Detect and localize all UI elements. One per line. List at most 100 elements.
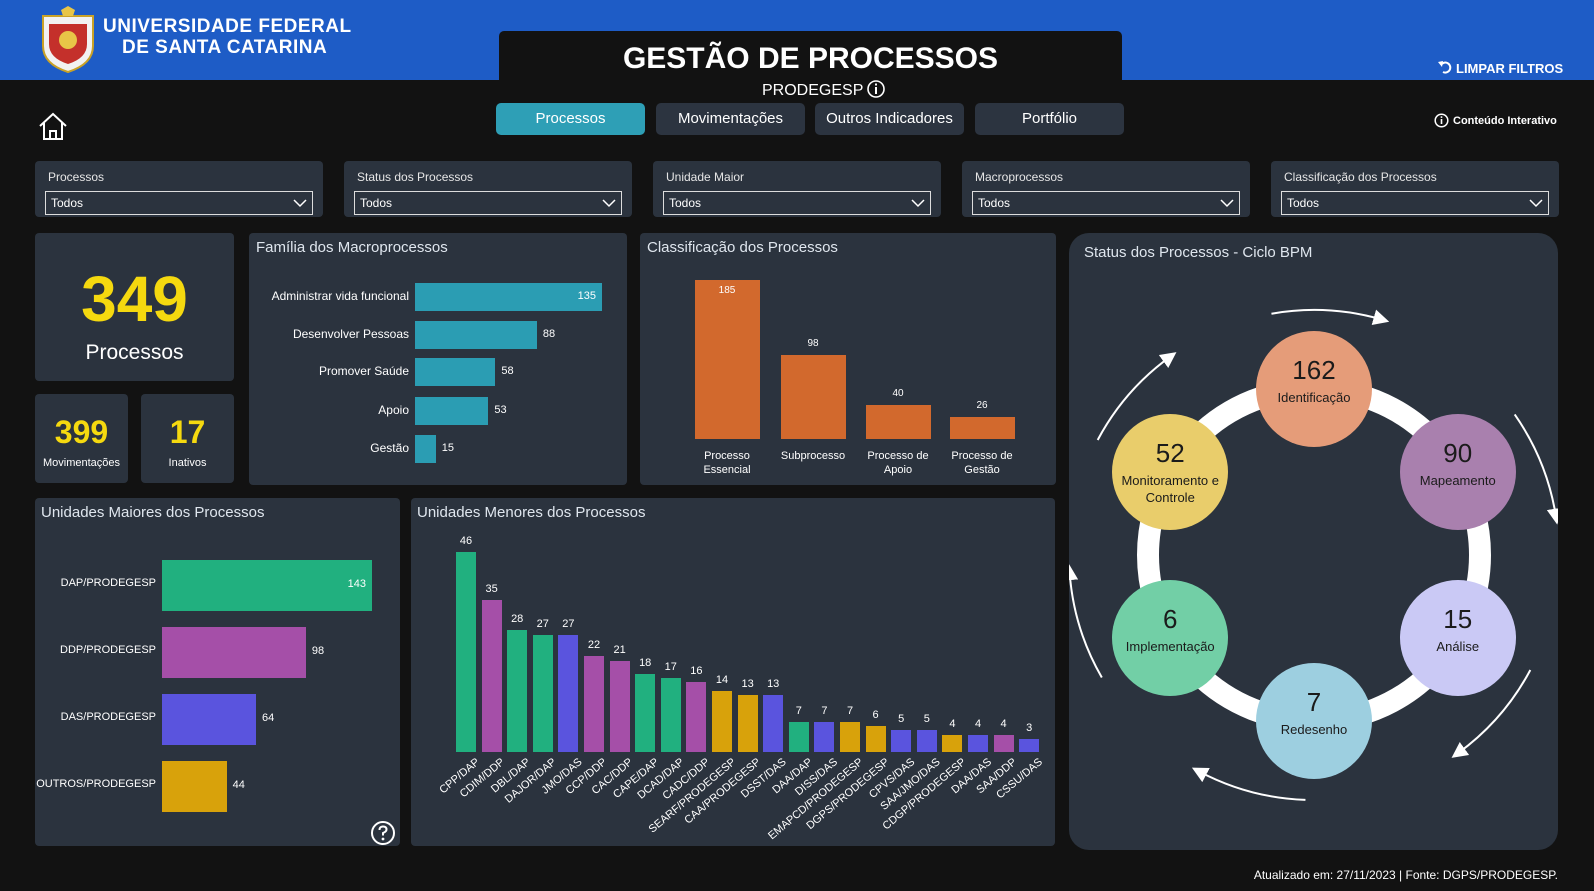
filter-dropdown[interactable]: Todos — [45, 191, 313, 215]
logo — [42, 6, 94, 74]
bpm-node[interactable]: 7 Redesenho — [1256, 663, 1372, 779]
bar[interactable] — [949, 416, 1015, 439]
bar[interactable] — [162, 693, 256, 745]
bar[interactable] — [737, 695, 758, 752]
kpi-value: 399 — [54, 414, 109, 450]
bar[interactable] — [865, 404, 931, 439]
bar[interactable] — [162, 559, 372, 611]
bar[interactable] — [712, 691, 732, 752]
x-tick-label: Subprocesso — [780, 450, 846, 462]
data-label: 44 — [232, 779, 245, 791]
bpm-value: 7 — [1306, 687, 1322, 717]
cycle-arrow — [1096, 352, 1177, 441]
filter-dropdown[interactable]: Todos — [663, 191, 931, 215]
bpm-node[interactable]: 90 Mapeamento — [1399, 414, 1516, 530]
bar[interactable] — [415, 397, 489, 425]
bar[interactable] — [780, 354, 846, 439]
bar[interactable] — [507, 630, 528, 752]
bar[interactable] — [481, 599, 502, 752]
dropdown-chevron — [293, 199, 307, 208]
cycle-arrow — [1191, 767, 1306, 801]
data-label: 35 — [485, 582, 498, 595]
data-label: 13 — [741, 678, 754, 691]
bar[interactable] — [162, 760, 227, 812]
bar[interactable] — [1019, 738, 1040, 752]
dropdown-chevron — [1529, 199, 1543, 208]
info-icon[interactable] — [1434, 113, 1449, 128]
filter-label: Status dos Processos — [357, 170, 474, 184]
data-label: 27 — [562, 617, 575, 630]
bar[interactable] — [609, 660, 630, 752]
filter-label: Processos — [48, 170, 105, 184]
chart-title: Família dos Macroprocessos — [256, 239, 448, 256]
data-label: 7 — [795, 704, 802, 717]
bar[interactable] — [456, 552, 476, 752]
nav-tab[interactable]: Processos — [496, 103, 645, 135]
nav-tab[interactable]: Movimentações — [656, 103, 805, 135]
home-icon[interactable] — [37, 111, 69, 143]
bar[interactable] — [584, 656, 604, 752]
bpm-node[interactable]: 6 Implementação — [1112, 580, 1229, 696]
bpm-value: 15 — [1443, 604, 1473, 634]
help-icon[interactable] — [370, 820, 396, 846]
bar[interactable] — [415, 358, 496, 386]
filter-value: Todos — [360, 196, 393, 210]
bar[interactable] — [694, 280, 760, 439]
nav-tab[interactable]: Outros Indicadores — [815, 103, 964, 135]
bpm-node[interactable]: 162 Identificação — [1256, 331, 1372, 447]
footer: Atualizado em: 27/11/2023 | Fonte: DGPS/… — [1253, 868, 1558, 882]
title-box — [499, 31, 1122, 117]
data-label: 53 — [494, 404, 507, 416]
bpm-value: 90 — [1443, 438, 1473, 468]
bpm-node[interactable]: 15 Análise — [1399, 580, 1516, 696]
info-icon[interactable] — [866, 79, 886, 99]
filter-label: Unidade Maior — [666, 170, 745, 184]
filter-value: Todos — [1287, 196, 1320, 210]
y-tick-label: DAP/PRODEGESP — [60, 577, 156, 589]
bpm-value: 162 — [1292, 355, 1336, 385]
bar[interactable] — [814, 721, 835, 752]
data-label: 98 — [807, 337, 819, 349]
filter-dropdown[interactable]: Todos — [972, 191, 1240, 215]
bar[interactable] — [686, 682, 707, 752]
data-label: 15 — [441, 442, 455, 454]
clear-filters[interactable]: LIMPAR FILTROS — [1456, 61, 1564, 76]
bar[interactable] — [840, 721, 860, 752]
data-label: 21 — [613, 643, 626, 656]
nav-tab[interactable]: Portfólio — [975, 103, 1124, 135]
bar[interactable] — [916, 730, 937, 752]
cycle-arrow — [1513, 413, 1558, 525]
data-label: 40 — [892, 387, 904, 399]
bpm-label: Monitoramento e Controle — [1121, 473, 1220, 505]
bar[interactable] — [763, 695, 784, 752]
data-label: 185 — [718, 285, 736, 296]
bar[interactable] — [415, 283, 602, 311]
bar[interactable] — [865, 725, 886, 752]
bar[interactable] — [558, 634, 579, 752]
bar[interactable] — [891, 730, 912, 752]
bar[interactable] — [993, 734, 1014, 752]
chart-title: Unidades Maiores dos Processos — [41, 504, 265, 521]
x-tick-label: Processo Essencial — [703, 450, 751, 476]
filter-dropdown[interactable]: Todos — [354, 191, 622, 215]
bar[interactable] — [162, 626, 306, 678]
data-label: 88 — [542, 328, 556, 340]
bar[interactable] — [660, 678, 681, 752]
interactive-note: Conteúdo Interativo — [1453, 115, 1557, 127]
bar[interactable] — [532, 634, 553, 752]
y-tick-label: Gestão — [370, 441, 409, 455]
bpm-node[interactable]: 52 Monitoramento e Controle — [1112, 414, 1229, 530]
filter-dropdown[interactable]: Todos — [1281, 191, 1549, 215]
data-label: 13 — [767, 678, 780, 691]
bar[interactable] — [415, 321, 537, 349]
bar[interactable] — [415, 435, 436, 463]
bar[interactable] — [942, 734, 963, 752]
data-label: 46 — [459, 535, 473, 547]
bar[interactable] — [635, 673, 656, 752]
university-line: UNIVERSIDADE FEDERAL — [103, 16, 352, 37]
bar[interactable] — [788, 721, 809, 752]
reset-icon[interactable] — [1437, 59, 1453, 75]
bar[interactable] — [968, 734, 988, 752]
bpm-label: Análise — [1436, 639, 1480, 654]
